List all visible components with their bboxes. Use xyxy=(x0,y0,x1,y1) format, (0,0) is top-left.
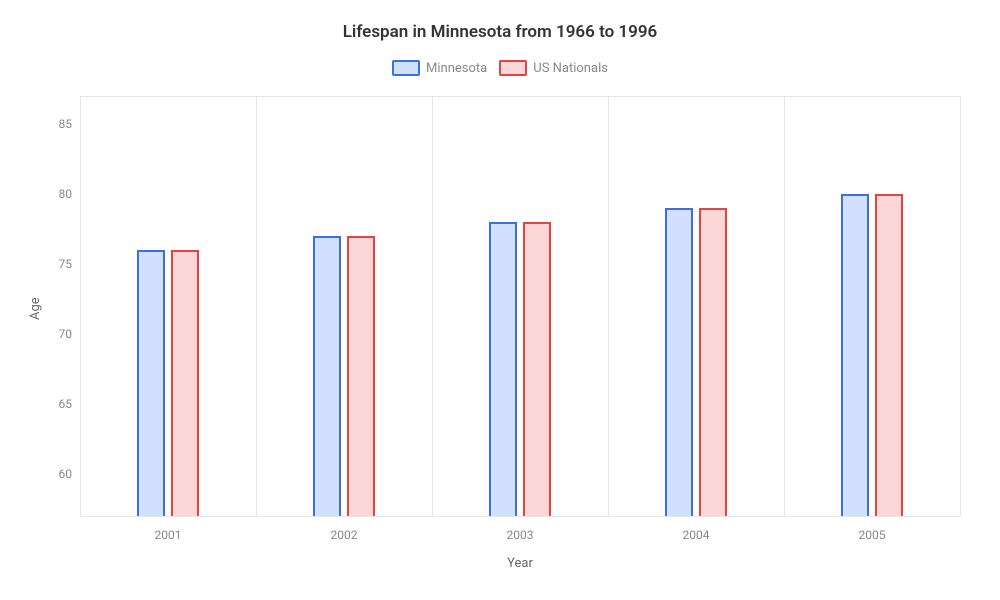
bar xyxy=(347,236,375,516)
grid-line-vertical xyxy=(432,96,433,516)
legend-label: Minnesota xyxy=(426,61,487,76)
bar xyxy=(699,208,727,516)
y-tick-label: 60 xyxy=(38,467,72,481)
x-tick-label: 2001 xyxy=(155,528,182,542)
bar xyxy=(523,222,551,516)
legend-item: Minnesota xyxy=(392,60,487,76)
bar xyxy=(875,194,903,516)
bar xyxy=(489,222,517,516)
y-tick-label: 85 xyxy=(38,117,72,131)
grid-line-vertical xyxy=(256,96,257,516)
x-tick-label: 2005 xyxy=(859,528,886,542)
y-tick-label: 65 xyxy=(38,397,72,411)
y-tick-label: 75 xyxy=(38,257,72,271)
grid-line-vertical xyxy=(608,96,609,516)
y-axis-label: Age xyxy=(28,297,43,320)
legend-item: US Nationals xyxy=(499,60,608,76)
x-axis-label: Year xyxy=(80,556,960,571)
y-tick-label: 80 xyxy=(38,187,72,201)
grid-line-vertical xyxy=(784,96,785,516)
bar xyxy=(171,250,199,516)
chart-container: Lifespan in Minnesota from 1966 to 1996 … xyxy=(0,0,1000,600)
legend-label: US Nationals xyxy=(533,61,608,76)
grid-line-vertical xyxy=(960,96,961,516)
x-axis-line xyxy=(80,516,960,517)
bar xyxy=(665,208,693,516)
bar xyxy=(137,250,165,516)
legend-swatch xyxy=(499,60,527,76)
legend-swatch xyxy=(392,60,420,76)
x-tick-label: 2004 xyxy=(683,528,710,542)
grid-line-horizontal xyxy=(80,96,960,97)
chart-title: Lifespan in Minnesota from 1966 to 1996 xyxy=(0,0,1000,42)
x-tick-label: 2002 xyxy=(331,528,358,542)
x-tick-label: 2003 xyxy=(507,528,534,542)
legend: Minnesota US Nationals xyxy=(0,60,1000,76)
plot-area: 60657075808520012002200320042005 xyxy=(80,96,960,516)
y-tick-label: 70 xyxy=(38,327,72,341)
grid-line-vertical xyxy=(80,96,81,516)
bar xyxy=(841,194,869,516)
bar xyxy=(313,236,341,516)
